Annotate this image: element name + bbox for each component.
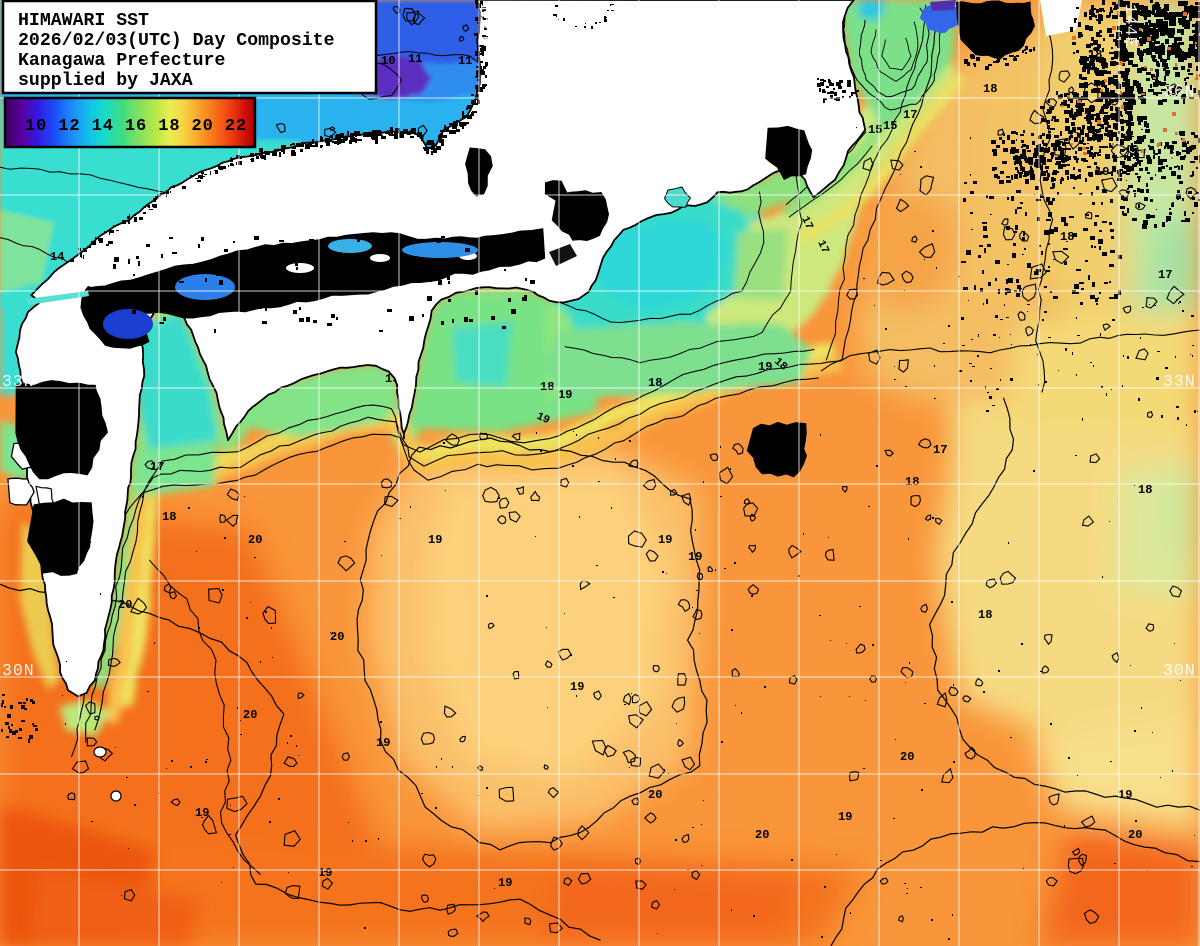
svg-text:17: 17 xyxy=(1158,268,1172,282)
svg-text:18: 18 xyxy=(540,380,554,394)
svg-text:14: 14 xyxy=(50,250,64,264)
svg-text:17: 17 xyxy=(798,215,814,232)
svg-text:10: 10 xyxy=(381,54,395,68)
svg-text:19: 19 xyxy=(534,411,551,427)
svg-text:10 12 14 16 18 20 22: 10 12 14 16 18 20 22 xyxy=(25,117,247,136)
svg-text:17: 17 xyxy=(933,443,947,457)
svg-text:19: 19 xyxy=(688,550,702,564)
svg-text:20: 20 xyxy=(330,630,344,644)
svg-text:136E: 136E xyxy=(476,3,495,47)
svg-text:18: 18 xyxy=(648,376,662,390)
svg-text:20: 20 xyxy=(1128,828,1142,842)
svg-text:20: 20 xyxy=(118,598,132,612)
svg-text:supplied by JAXA: supplied by JAXA xyxy=(18,71,193,91)
svg-text:20: 20 xyxy=(755,828,769,842)
svg-text:20: 20 xyxy=(248,533,262,547)
svg-text:36N: 36N xyxy=(1163,82,1196,101)
svg-text:18: 18 xyxy=(162,510,176,524)
svg-text:Kanagawa Prefecture: Kanagawa Prefecture xyxy=(18,51,225,71)
svg-text:19: 19 xyxy=(498,876,512,890)
svg-text:11: 11 xyxy=(458,54,472,68)
svg-text:144E: 144E xyxy=(1121,4,1140,48)
svg-text:19: 19 xyxy=(838,810,852,824)
svg-text:20: 20 xyxy=(243,708,257,722)
svg-text:19: 19 xyxy=(376,736,390,750)
svg-text:18: 18 xyxy=(905,475,919,489)
svg-text:17: 17 xyxy=(150,460,164,474)
svg-text:20: 20 xyxy=(900,750,914,764)
svg-text:33N: 33N xyxy=(2,372,35,391)
svg-text:11: 11 xyxy=(408,52,422,66)
svg-text:18: 18 xyxy=(1138,483,1152,497)
svg-text:19: 19 xyxy=(758,360,772,374)
svg-text:30N: 30N xyxy=(2,661,35,680)
svg-text:19: 19 xyxy=(658,533,672,547)
svg-text:18: 18 xyxy=(1060,230,1074,244)
svg-text:18: 18 xyxy=(983,82,997,96)
svg-text:15: 15 xyxy=(883,119,897,133)
svg-text:19: 19 xyxy=(195,806,209,820)
svg-text:20: 20 xyxy=(648,788,662,802)
svg-text:2026/02/03(UTC) Day Composite: 2026/02/03(UTC) Day Composite xyxy=(18,31,335,51)
svg-text:18: 18 xyxy=(978,608,992,622)
svg-text:15: 15 xyxy=(868,123,882,137)
svg-text:17: 17 xyxy=(814,239,830,256)
svg-text:33N: 33N xyxy=(1163,372,1196,391)
svg-text:19: 19 xyxy=(428,533,442,547)
svg-text:19: 19 xyxy=(318,866,332,880)
svg-text:19: 19 xyxy=(570,680,584,694)
svg-text:HIMAWARI SST: HIMAWARI SST xyxy=(18,11,149,31)
svg-text:19: 19 xyxy=(558,388,572,402)
svg-text:30N: 30N xyxy=(1163,661,1196,680)
svg-text:19: 19 xyxy=(1118,788,1132,802)
svg-text:17: 17 xyxy=(903,108,917,122)
